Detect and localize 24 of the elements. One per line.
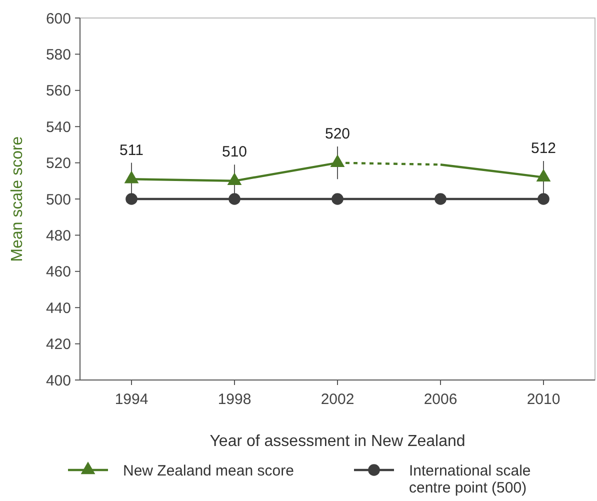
y-tick-label: 440 [46,300,71,317]
data-label: 510 [222,144,248,161]
legend-label: International scale centre point (500) [409,462,531,496]
x-tick-label: 1998 [218,391,252,408]
x-tick-label: 2010 [526,391,560,408]
data-label: 520 [324,126,350,143]
y-tick-label: 420 [46,336,71,354]
y-tick-label: 400 [46,372,71,390]
y-tick-label: 600 [46,10,71,28]
y-tick-label: 540 [46,118,71,136]
x-tick-label: 1994 [114,391,148,408]
y-tick-label: 560 [46,82,71,100]
y-tick-label: 460 [46,264,71,281]
data-label: 512 [530,140,556,157]
legend-label: New Zealand mean score [123,462,294,480]
data-label: 511 [120,142,144,159]
y-tick-label: 580 [46,46,71,64]
x-tick-label: 2006 [424,391,458,408]
y-tick-label: 520 [46,155,71,172]
y-axis-title: Mean scale score [9,136,26,262]
x-axis-title: Year of assessment in New Zealand [210,433,466,450]
x-tick-label: 2002 [320,391,354,408]
y-tick-label: 480 [46,227,71,244]
y-tick-label: 500 [46,191,71,208]
